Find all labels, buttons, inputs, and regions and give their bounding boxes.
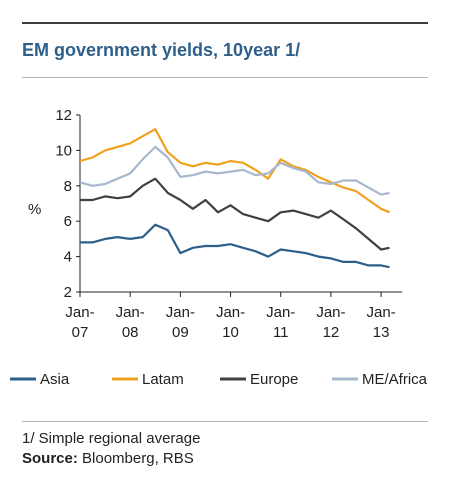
x-tick-label: 08: [122, 324, 139, 341]
series-line-asia: [80, 223, 390, 269]
legend-label-europe: Europe: [250, 371, 298, 388]
y-tick-label: 4: [64, 249, 72, 266]
x-tick-label: Jan-: [266, 304, 295, 321]
legend-label-latam: Latam: [142, 371, 184, 388]
x-tick-label: Jan-: [65, 304, 94, 321]
footnote: 1/ Simple regional average: [22, 430, 201, 447]
legend-label-me-africa: ME/Africa: [362, 371, 428, 388]
x-tick-label: 11: [273, 324, 289, 341]
source-label: Source:: [22, 450, 78, 467]
title-divider: [22, 77, 428, 78]
x-tick-label: Jan-: [366, 304, 395, 321]
series-line-europe: [80, 177, 390, 251]
y-tick-label: 8: [64, 178, 72, 195]
x-tick-label: Jan-: [116, 304, 145, 321]
y-tick-label: 2: [64, 284, 72, 301]
x-tick-label: 07: [72, 324, 89, 341]
x-tick-label: 09: [172, 324, 189, 341]
series-line-latam: [79, 128, 390, 214]
legend-label-asia: Asia: [40, 371, 70, 388]
footer-divider: [22, 421, 428, 422]
x-tick-label: 13: [373, 324, 390, 341]
y-tick-label: 10: [55, 142, 72, 159]
top-rule: [22, 22, 428, 24]
source-text: Bloomberg, RBS: [82, 450, 194, 467]
y-axis-label: %: [28, 201, 41, 218]
x-tick-label: Jan-: [216, 304, 245, 321]
series-line-me-africa: [79, 145, 390, 196]
y-tick-label: 12: [55, 107, 72, 124]
x-tick-label: Jan-: [166, 304, 195, 321]
x-tick-label: 10: [222, 324, 239, 341]
y-tick-label: 6: [64, 213, 72, 230]
chart-title: EM government yields, 10year 1/: [22, 40, 301, 60]
x-tick-label: Jan-: [316, 304, 345, 321]
x-tick-label: 12: [323, 324, 340, 341]
source-line: Source: Bloomberg, RBS: [22, 450, 194, 467]
